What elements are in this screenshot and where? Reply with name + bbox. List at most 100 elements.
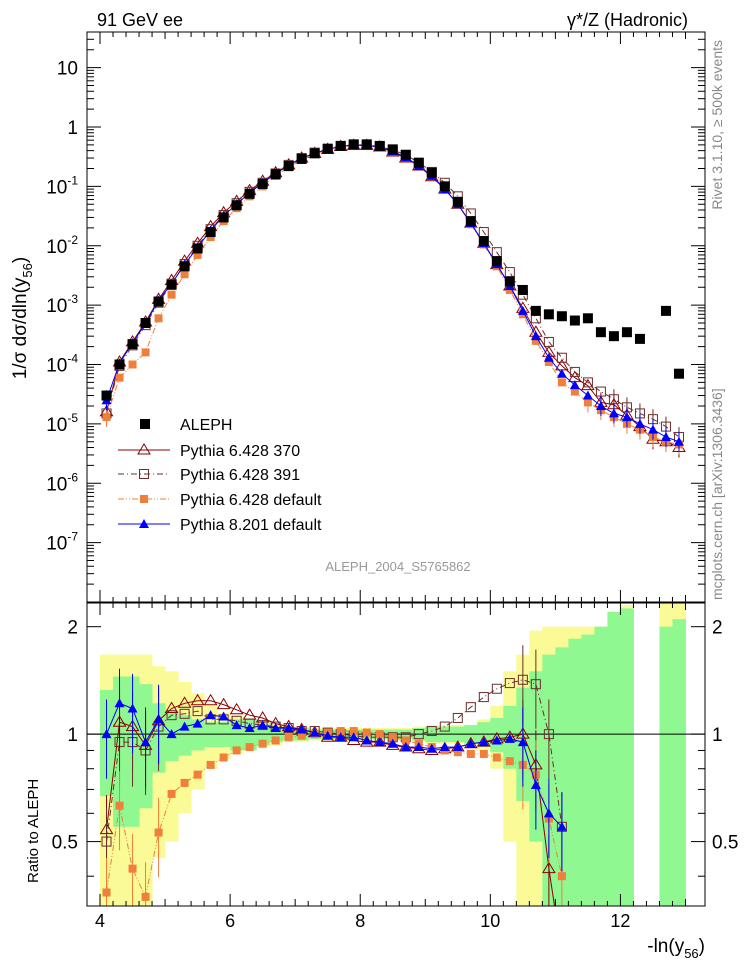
ratio-series-2-point — [478, 692, 489, 703]
legend-aleph-marker — [140, 419, 150, 429]
legend-series-4-label: Pythia 8.201 default — [180, 517, 322, 534]
series-4-point — [517, 305, 528, 315]
tick-exponent: -4 — [67, 352, 78, 366]
series-3-point — [128, 360, 137, 369]
ratio-panel-frame — [86, 602, 706, 907]
data-aleph-point — [179, 261, 190, 272]
series-3-point — [531, 336, 540, 345]
ratio-y-axis-label: Ratio to ALEPH — [25, 779, 42, 883]
series-3-point — [583, 398, 592, 407]
data-aleph-point — [673, 368, 684, 379]
ratio-series-1-point — [242, 708, 257, 720]
legend: ALEPH Pythia 6.428 370 Pythia 6.428 391 Pyt… — [118, 417, 322, 534]
data-aleph-point — [465, 216, 476, 227]
top-y-tick-label: 10-1 — [46, 173, 78, 198]
ratio-series-4-group — [101, 668, 567, 872]
ratio-series-2-point — [166, 710, 177, 721]
data-aleph-point — [621, 327, 632, 338]
legend-series-2-marker — [139, 469, 149, 479]
ratio-series-3-point — [141, 892, 150, 901]
top-series-group — [99, 138, 686, 458]
ratio-series-4-point — [452, 742, 463, 752]
data-aleph-point — [153, 296, 164, 307]
x-axis-label-main: -ln(y — [647, 936, 684, 957]
tick-base: 1 — [67, 118, 78, 139]
band-inner — [672, 619, 686, 906]
data-aleph-point — [569, 315, 580, 326]
ratio-series-3-point — [128, 864, 137, 873]
ratio-series-2-point — [491, 683, 502, 694]
data-aleph-point — [309, 148, 320, 159]
data-aleph-point — [192, 243, 203, 254]
top-y-tick-label: 10-2 — [46, 233, 78, 258]
ratio-series-1-point — [541, 861, 556, 874]
ratio-series-4-point — [439, 742, 450, 752]
ratio-series-2-point — [413, 729, 424, 740]
series-4-point — [634, 418, 645, 428]
ratio-series-3-point — [479, 749, 488, 758]
top-y-tick-label: 10 — [57, 59, 78, 80]
data-aleph-point — [244, 188, 255, 199]
band-inner — [659, 626, 673, 906]
series-3-point — [544, 358, 553, 367]
ratio-series-4-point — [478, 737, 489, 747]
ratio-series-3-point — [284, 733, 293, 742]
ratio-series-3-point — [401, 736, 410, 745]
data-aleph-point — [452, 196, 463, 207]
top-y-axis-label-main: 1/σ dσ/dln(y — [10, 277, 31, 379]
series-2-point — [556, 352, 567, 363]
series-4-point — [660, 432, 671, 442]
data-aleph-point — [582, 313, 593, 324]
data-aleph-point — [101, 390, 112, 401]
ratio-series-group — [87, 645, 705, 906]
ratio-series-4-point — [348, 732, 359, 742]
data-aleph-group — [101, 139, 684, 401]
series-1-line — [106, 144, 680, 448]
top-y-tick-label: 10-5 — [46, 411, 78, 436]
x-axis-label: -ln(y56) — [647, 936, 705, 961]
data-aleph-point — [127, 339, 138, 350]
data-aleph-point — [387, 144, 398, 155]
tick-base: 10 — [46, 415, 67, 436]
ratio-y-tick-label-right: 2 — [712, 618, 723, 639]
series-4-point — [621, 412, 632, 422]
ratio-series-4-point — [179, 721, 190, 731]
ratio-series-4-point — [231, 720, 242, 730]
tick-base: 10 — [46, 177, 67, 198]
data-aleph-point — [374, 140, 385, 151]
series-3-point — [102, 413, 111, 422]
header-left: 91 GeV ee — [97, 10, 183, 30]
band-inner — [178, 715, 192, 756]
ratio-series-3-point — [492, 753, 501, 762]
ratio-series-1-point — [229, 702, 244, 715]
data-aleph-point — [556, 311, 567, 322]
top-y-tick-label: 1 — [67, 118, 78, 139]
series-3-point — [115, 373, 124, 382]
data-aleph-point — [530, 305, 541, 316]
ratio-series-3-point — [102, 888, 111, 897]
ratio-series-4-point — [296, 724, 307, 734]
ratio-series-3-point — [349, 727, 358, 736]
ratio-series-2-point — [179, 708, 190, 719]
ratio-uncertainty-bands — [100, 603, 686, 906]
ratio-y-tick-label-right: 1 — [712, 725, 723, 746]
data-aleph-point — [335, 140, 346, 151]
series-2-line — [106, 144, 680, 438]
x-tick-label: 6 — [225, 911, 235, 931]
series-2-point — [569, 366, 580, 377]
ratio-series-3-point — [180, 778, 189, 787]
series-4-point — [595, 401, 606, 411]
ratio-series-3-point — [505, 757, 514, 766]
ratio-series-3-point — [297, 731, 306, 740]
data-aleph-point — [205, 227, 216, 238]
series-4-point — [647, 424, 658, 434]
ratio-series-4-point — [400, 742, 411, 752]
series-4-point — [582, 390, 593, 400]
ratio-series-3-point — [271, 736, 280, 745]
mcplots-label: mcplots.cern.ch [arXiv:1306.3436] — [709, 388, 725, 600]
legend-series-4-marker — [139, 519, 149, 528]
series-3-point — [180, 270, 189, 279]
series-3-point — [206, 233, 215, 242]
